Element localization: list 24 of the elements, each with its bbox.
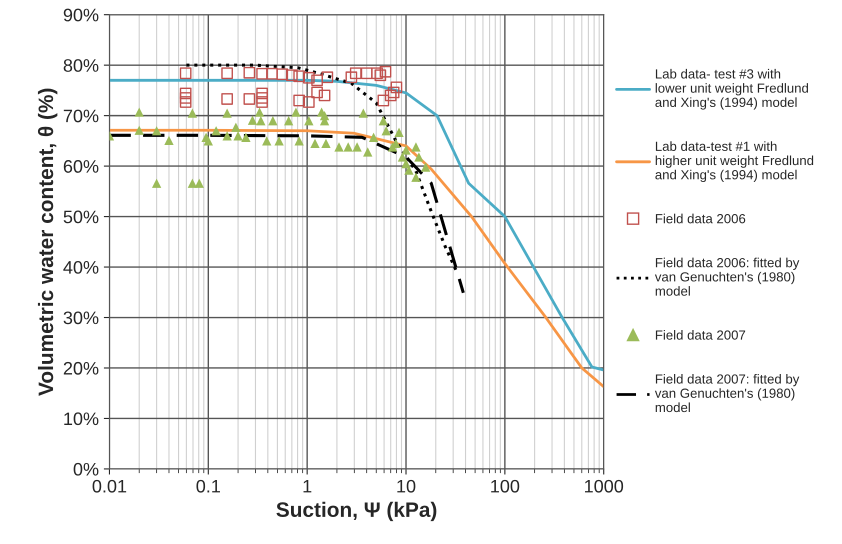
y-tick-label: 10%	[64, 412, 98, 426]
y-tick-label: 90%	[64, 8, 98, 22]
x-tick-label: 10	[397, 480, 416, 493]
legend-label: Lab data- test #3 with lower unit weight Fredlund and Xing's (1994) model	[655, 68, 808, 110]
y-tick-label: 40%	[63, 260, 98, 274]
legend-label: Field data 2007	[656, 330, 746, 340]
y-tick-label: 60%	[64, 160, 98, 173]
legend-label: Field data 2006: fitted by van Genuchten's (1980) model	[654, 258, 800, 296]
y-tick-label: 50%	[64, 210, 98, 224]
x-axis-title: Suction, Ψ (kPa)	[276, 502, 436, 522]
x-tick-label: 0.1	[196, 480, 220, 493]
y-tick-label: 30%	[64, 311, 98, 324]
y-tick-label: 0%	[74, 462, 98, 476]
legend-label: Field data 2006	[656, 214, 746, 224]
y-axis-title: Volumetric water content, θ (%)	[38, 88, 58, 396]
y-tick-label: 20%	[64, 362, 98, 375]
y-tick-label: 80%	[64, 59, 98, 72]
y-tick-label: 70%	[64, 110, 98, 122]
x-tick-label: 1000	[585, 480, 624, 493]
x-tick-label: 1	[304, 480, 312, 492]
x-tick-label: 0.01	[92, 480, 126, 493]
legend-label: Field data 2007: fitted by van Genuchten's (1980) model	[654, 374, 800, 412]
x-tick-label: 100	[491, 480, 520, 493]
legend-label: Lab data-test #1 with higher unit weight Fredlund and Xing's (1994) model	[655, 141, 814, 182]
